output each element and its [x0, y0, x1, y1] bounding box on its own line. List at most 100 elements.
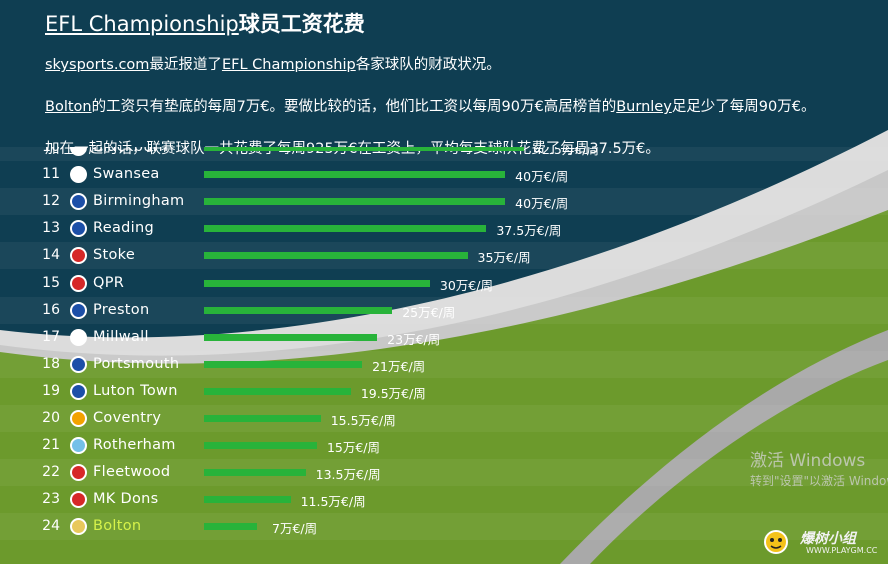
wage-value: 7万€/周: [272, 521, 318, 537]
p2-end: 足足少了每周90万€。: [671, 99, 816, 115]
wage-value: 42.5万€/周: [534, 147, 599, 157]
wage-value: 15.5万€/周: [330, 413, 396, 428]
wage-value: 15万€/周: [326, 440, 381, 456]
rank-number: 24: [42, 518, 60, 535]
p1-end: 各家球队的财政状况。: [355, 57, 501, 73]
club-crest-icon: [70, 437, 87, 455]
club-crest-icon: [70, 220, 87, 238]
page-title: EFL Championship球员工资花费: [45, 8, 365, 38]
team-name: Reading: [93, 220, 154, 237]
club-crest-icon: [70, 166, 87, 184]
team-name: Coventry: [93, 410, 162, 426]
wage-bar: [204, 279, 430, 287]
club-crest-icon: [70, 464, 87, 482]
intro-paragraph-1: skysports.com最近报道了EFL Championship各家球队的财…: [45, 53, 501, 74]
team-name: Preston: [93, 301, 150, 318]
activation-watermark-title: 激活 Windows: [750, 451, 866, 471]
wage-row: 24 Bolton 7万€/周: [0, 513, 888, 541]
rank-number: 11: [42, 166, 60, 183]
burnley-link[interactable]: Burnley: [616, 99, 672, 115]
wage-value: 40万€/周: [515, 196, 569, 212]
rank-number: 10: [42, 147, 60, 155]
club-crest-icon: [70, 355, 87, 373]
wage-row: 21 Rotherham 15万€/周: [0, 432, 888, 459]
wage-bar: [204, 306, 393, 314]
wage-value: 13.5万€/周: [315, 467, 381, 483]
wage-bar: [204, 469, 306, 477]
wage-row: 11 Swansea 40万€/周: [0, 161, 888, 188]
wage-row: 10 Blackburn 42.5万€/周: [0, 147, 888, 161]
wage-bar: [204, 387, 351, 395]
wage-row: 15 QPR 30万€/周: [0, 270, 888, 297]
site-url: WWW.PLAYGM.CC: [806, 546, 878, 555]
team-name: Fleetwood: [93, 464, 171, 481]
club-crest-icon: [70, 410, 87, 427]
club-crest-icon: [70, 274, 87, 292]
p1-mid: 最近报道了: [149, 57, 222, 73]
skysports-link[interactable]: skysports.com: [45, 57, 150, 73]
wage-bar: [204, 171, 506, 179]
rank-number: 21: [42, 437, 60, 454]
team-name: Bolton: [93, 518, 142, 535]
wage-value: 30万€/周: [439, 277, 493, 293]
efl-link[interactable]: EFL Championship: [221, 57, 356, 73]
rank-number: 13: [42, 220, 60, 237]
wage-row: 20 Coventry 15.5万€/周: [0, 405, 888, 432]
wage-row: 13 Reading 37.5万€/周: [0, 215, 888, 242]
team-name: MK Dons: [93, 491, 159, 508]
wage-row: 16 Preston 25万€/周: [0, 296, 888, 324]
club-crest-icon: [70, 301, 87, 319]
wage-bar: [204, 333, 378, 341]
wage-bar: [204, 415, 321, 422]
club-crest-icon: [70, 328, 87, 346]
team-name: Blackburn: [93, 147, 169, 155]
wage-bar: [204, 496, 291, 504]
intro-paragraph-2: Bolton的工资只有垫底的每周7万€。要做比较的话，他们比工资以每周90万€高…: [45, 95, 816, 116]
club-crest-icon: [70, 518, 87, 536]
team-name: Millwall: [93, 328, 149, 345]
wage-value: 21万€/周: [372, 358, 426, 374]
team-name: Rotherham: [93, 437, 176, 454]
title-suffix: 球员工资花费: [238, 12, 365, 36]
wage-value: 23万€/周: [387, 331, 441, 347]
wage-row: 22 Fleetwood 13.5万€/周: [0, 459, 888, 487]
p2-mid: 的工资只有垫底的每周7万€。要做比较的话，他们比工资以每周90万€高居榜首的: [91, 99, 617, 115]
wage-row: 23 MK Dons 11.5万€/周: [0, 486, 888, 513]
wage-value: 25万€/周: [402, 304, 456, 320]
team-name: Portsmouth: [93, 355, 180, 372]
wage-row: 19 Luton Town 19.5万€/周: [0, 378, 888, 405]
wage-row: 18 Portsmouth 21万€/周: [0, 350, 888, 378]
club-crest-icon: [70, 247, 87, 265]
team-name: Stoke: [93, 247, 136, 264]
wage-value: 37.5万€/周: [496, 223, 562, 239]
wage-value: 40万€/周: [515, 169, 569, 185]
rank-number: 22: [42, 464, 60, 481]
rank-number: 20: [42, 410, 60, 426]
team-name: Birmingham: [93, 193, 185, 210]
team-name: Luton Town: [93, 382, 178, 399]
rank-number: 12: [42, 193, 60, 210]
club-crest-icon: [70, 193, 87, 211]
wage-bar: [204, 225, 487, 233]
wage-row: 12 Birmingham 40万€/周: [0, 188, 888, 216]
rank-number: 16: [42, 301, 60, 318]
wage-bar: [204, 442, 317, 450]
wage-bar: [204, 523, 257, 531]
club-crest-icon: [70, 147, 87, 156]
wage-bar: [204, 252, 468, 260]
bolton-link[interactable]: Bolton: [45, 99, 92, 115]
rank-number: 17: [42, 328, 60, 345]
wage-bar: [204, 198, 506, 206]
club-crest-icon: [70, 382, 87, 400]
activation-watermark-hint: 转到"设置"以激活 Windows。: [750, 474, 888, 488]
wage-bar: [204, 360, 363, 368]
wage-list: 10 Blackburn 42.5万€/周 11 Swansea 40万€/周 12 Birm…: [0, 147, 888, 564]
wage-value: 19.5万€/周: [360, 385, 426, 401]
rank-number: 23: [42, 491, 60, 508]
wage-row: 17 Millwall 23万€/周: [0, 324, 888, 351]
wage-value: 35万€/周: [477, 250, 531, 266]
wage-bar: [204, 147, 524, 151]
team-name: Swansea: [93, 166, 160, 183]
wage-row: 14 Stoke 35万€/周: [0, 242, 888, 270]
title-link[interactable]: EFL Championship: [45, 12, 239, 36]
